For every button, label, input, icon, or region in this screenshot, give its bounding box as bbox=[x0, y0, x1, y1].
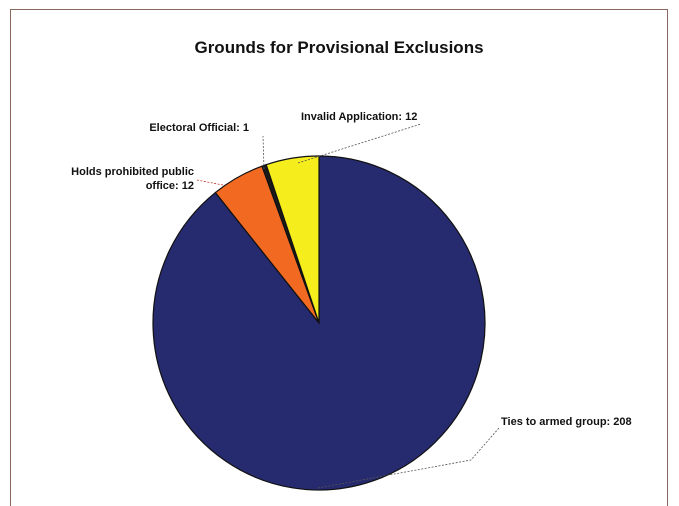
data-label-electoral-official: Electoral Official: 1 bbox=[149, 122, 249, 134]
leader-line-electoral-official bbox=[262, 135, 265, 170]
data-label-holds-prohibited-public-office: office: 12 bbox=[146, 180, 194, 192]
data-label-invalid-application: Invalid Application: 12 bbox=[301, 111, 417, 123]
leader-line-invalid-application bbox=[297, 123, 422, 164]
data-label-holds-prohibited-public-office: Holds prohibited public bbox=[71, 166, 194, 178]
leader-line-ties-to-armed-group bbox=[317, 427, 500, 489]
leader-line-holds-prohibited-public-office bbox=[196, 179, 224, 186]
chart-title: Grounds for Provisional Exclusions bbox=[194, 38, 484, 57]
pie-chart: Ties to armed group: 208 Holds prohibited… bbox=[71, 111, 632, 491]
data-label-ties-to-armed-group: Ties to armed group: 208 bbox=[501, 416, 632, 428]
chart-frame: Grounds for Provisional Exclusions Ties … bbox=[10, 9, 668, 506]
